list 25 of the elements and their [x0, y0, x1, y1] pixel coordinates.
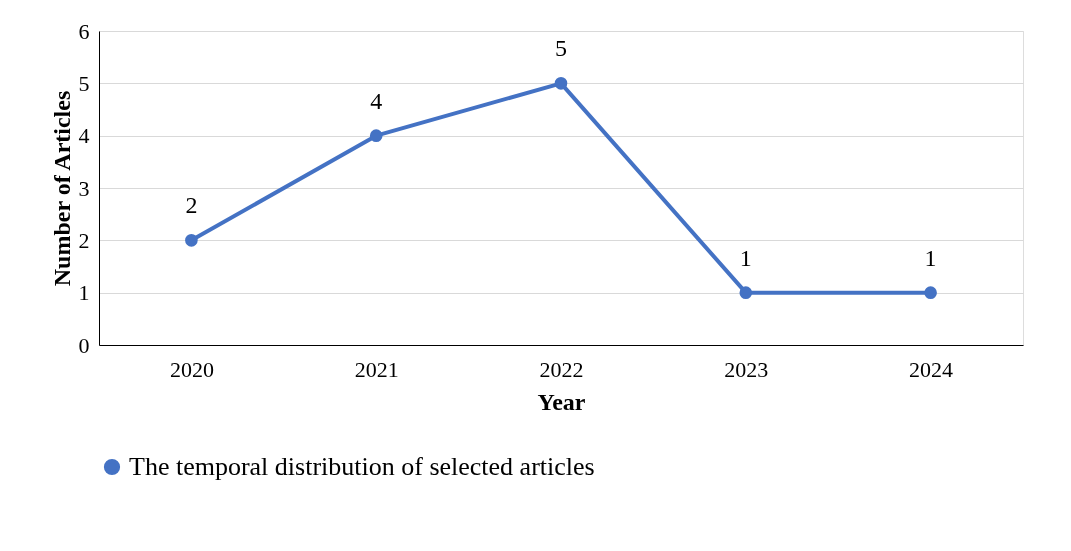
- point: [924, 286, 937, 299]
- x-tick-label: 2023: [724, 356, 769, 382]
- y-tick-label: 5: [78, 70, 90, 96]
- x-tick-label: 2021: [354, 356, 399, 382]
- data-label: 1: [739, 244, 752, 271]
- data-label: 1: [924, 244, 937, 271]
- point: [554, 77, 568, 90]
- y-tick-label: 4: [78, 123, 90, 149]
- data-label: 5: [555, 35, 567, 62]
- legend-label: The temporal distribution of selected articles: [129, 452, 595, 481]
- x-tick-label: 2020: [169, 356, 214, 382]
- point: [185, 234, 198, 247]
- data-label: 4: [370, 87, 383, 114]
- y-tick-label: 2: [78, 227, 90, 253]
- y-tick-label: 1: [78, 280, 90, 306]
- point: [739, 286, 753, 299]
- y-tick-label: 6: [78, 18, 90, 44]
- x-tick-label: 2022: [539, 356, 584, 382]
- data-label: 2: [185, 192, 198, 219]
- y-tick-label: 0: [78, 332, 90, 358]
- x-tick-label: 2024: [909, 356, 954, 382]
- y-axis-title: Number of Articles: [48, 90, 75, 287]
- y-tick-label: 3: [78, 175, 90, 201]
- point: [369, 129, 383, 142]
- x-axis-title: Year: [537, 388, 586, 415]
